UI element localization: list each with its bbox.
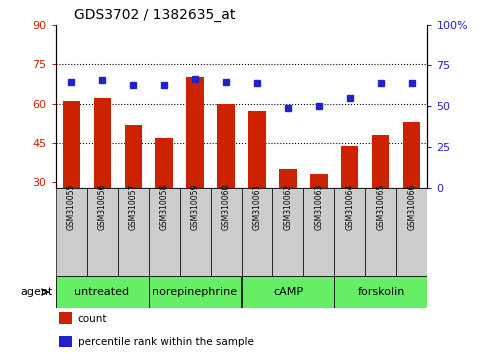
Bar: [59, 312, 72, 324]
Bar: [242, 188, 272, 276]
Text: forskolin: forskolin: [357, 287, 405, 297]
Bar: [217, 104, 235, 188]
Bar: [242, 276, 334, 308]
Bar: [334, 188, 366, 276]
Text: GSM310057: GSM310057: [128, 184, 138, 230]
Text: GSM310064: GSM310064: [345, 184, 355, 230]
Bar: [303, 188, 334, 276]
Bar: [311, 175, 327, 188]
Bar: [334, 276, 427, 308]
Bar: [149, 188, 180, 276]
Bar: [149, 276, 242, 308]
Text: GSM310061: GSM310061: [253, 184, 261, 230]
Bar: [366, 188, 397, 276]
Text: GSM310058: GSM310058: [159, 184, 169, 230]
Text: GSM310060: GSM310060: [222, 184, 230, 230]
Text: GSM310059: GSM310059: [190, 184, 199, 230]
Text: percentile rank within the sample: percentile rank within the sample: [78, 337, 254, 347]
Bar: [397, 188, 427, 276]
Bar: [186, 77, 203, 188]
Bar: [403, 122, 421, 188]
Bar: [280, 169, 297, 188]
Bar: [86, 188, 117, 276]
Bar: [62, 101, 80, 188]
Text: GSM310066: GSM310066: [408, 184, 416, 230]
Bar: [94, 98, 111, 188]
Text: GSM310056: GSM310056: [98, 184, 107, 230]
Text: cAMP: cAMP: [273, 287, 303, 297]
Text: GDS3702 / 1382635_at: GDS3702 / 1382635_at: [74, 8, 236, 22]
Bar: [211, 188, 242, 276]
Bar: [59, 336, 72, 348]
Bar: [248, 112, 266, 188]
Bar: [125, 125, 142, 188]
Text: norepinephrine: norepinephrine: [153, 287, 238, 297]
Bar: [56, 188, 86, 276]
Text: GSM310062: GSM310062: [284, 184, 293, 230]
Text: untreated: untreated: [74, 287, 129, 297]
Text: agent: agent: [21, 287, 53, 297]
Bar: [372, 135, 389, 188]
Bar: [180, 188, 211, 276]
Bar: [56, 276, 149, 308]
Bar: [272, 188, 303, 276]
Bar: [156, 138, 172, 188]
Text: count: count: [78, 314, 107, 324]
Text: GSM310055: GSM310055: [67, 184, 75, 230]
Bar: [117, 188, 149, 276]
Text: GSM310063: GSM310063: [314, 184, 324, 230]
Text: GSM310065: GSM310065: [376, 184, 385, 230]
Bar: [341, 145, 358, 188]
